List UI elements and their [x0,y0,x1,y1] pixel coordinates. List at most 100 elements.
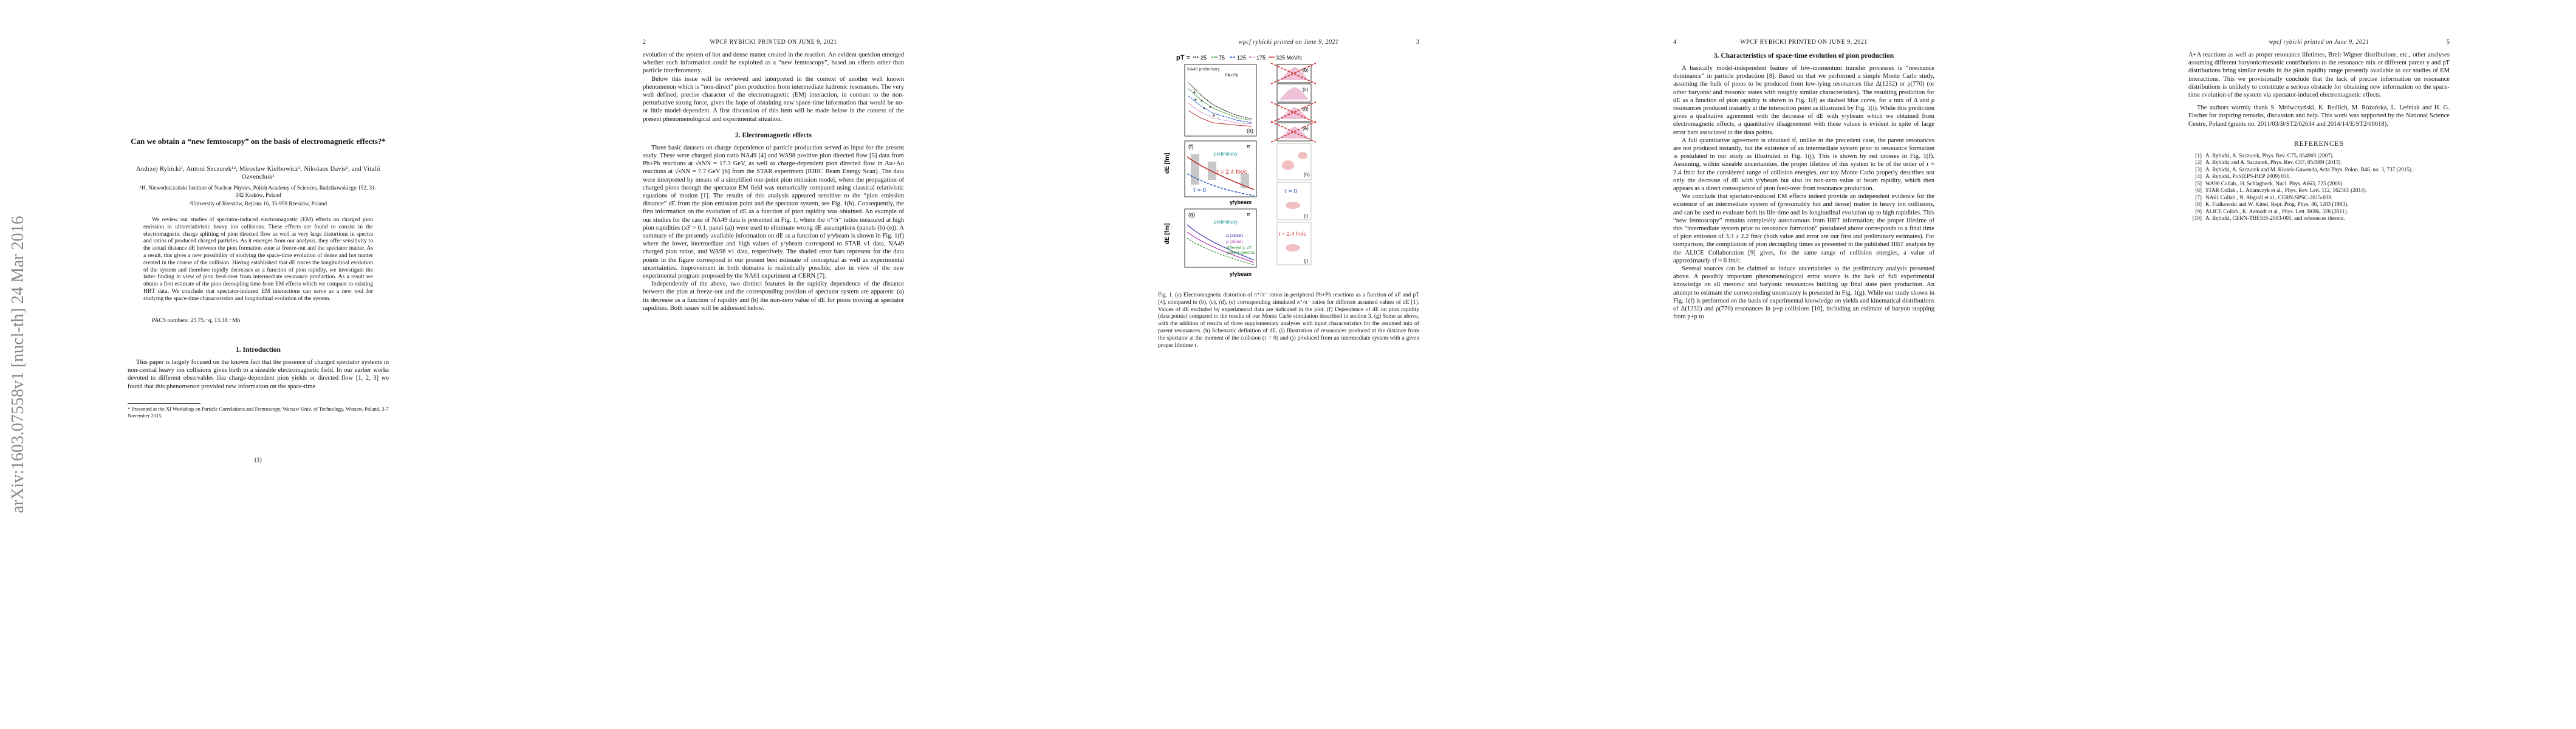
page-4: 4 WPCF RYBICKI PRINTED ON JUNE 9, 2021 3… [1546,0,2061,729]
acknowledgements: The authors warmly thank S. Mrówczyński,… [2188,104,2450,128]
pacs-numbers: PACS numbers: 25.75.−q, 13.38.−Mh [152,317,241,324]
panel-b-label: (b) [1303,67,1309,73]
figure-caption: Fig. 1. (a) Electromagnetic distortion o… [1158,292,1419,349]
introduction-section: 1. Introduction This paper is largely fo… [128,338,389,391]
pi-label-f: π [1247,143,1250,150]
pi-label-g: π [1247,211,1250,218]
paper-title: Can we obtain a “new femtoscopy” on the … [131,137,386,146]
reference-item: [3] A. Rybicki, A. Szczurek and M. Kłusek… [2195,166,2413,173]
reference-item: [8] K. Fiałkowski and W. Kittel, Rept. Pr… [2195,201,2349,208]
y-ybeam-axis-g: y/ybeam [1230,271,1252,277]
reference-item: [10] A. Rybicki, CERN-THESIS-2003-005, an… [2192,215,2345,222]
paragraph: A full quantitative agreement is obtaine… [1673,137,1934,193]
paragraph: A+A reactions as well as proper resonanc… [2188,52,2450,99]
reference-item: [1] A. Rybicki, A. Szczurek, Phys. Rev. C… [2195,152,2334,159]
tau-0-label-i: τ = 0 [1284,188,1297,195]
reference-item: [2] A. Rybicki and A. Szczurek, Phys. Rev… [2195,159,2342,166]
author-list: Andrzej Rybicki¹, Antoni Szczurek¹², Mir… [136,166,380,180]
body-text: evolution of the system of hot and dense… [643,51,904,312]
abstract: We review our studies of spectator-induc… [143,216,373,303]
na49-label: NA49 preliminary [1187,67,1220,72]
panel-h-label: (h) [1304,172,1310,177]
affiliation-2: ²University of Rzeszów, Rejtana 16, 35-9… [189,200,327,207]
header-title: wpcf rybicki printed on June 9, 2021 [1238,39,1339,46]
caption-text: Fig. 1. (a) Electromagnetic distortion o… [1158,292,1419,349]
legend-parent-spectra: parent spectra [1227,251,1255,255]
section-heading-introduction: 1. Introduction [236,346,281,354]
panel-e-label: (e) [1303,126,1309,131]
tau-0-label-f: τ = 0 [1193,187,1206,194]
reference-list: [1] A. Rybicki, A. Szczurek, Phys. Rev. C… [2188,152,2450,222]
legend-rho-alone: ρ (alone) [1226,240,1243,244]
body-text: 3. Characteristics of space-time evoluti… [1673,44,1934,321]
page-1: arXiv:1603.07558v1 [nucl-th] 24 Mar 2016… [0,0,515,729]
header-title: wpcf rybicki printed on June 9, 2021 [2269,39,2369,46]
panel-a-label: (a) [1247,128,1253,134]
panel-d-label: (d) [1303,106,1309,112]
header-title: WPCF RYBICKI PRINTED ON JUNE 9, 2021 [710,39,837,46]
paragraph: This paper is largely focused on the kno… [128,359,389,390]
pbpb-label: Pb+Pb [1225,74,1238,78]
panel-g: dE [fm] (g) π preliminary Δ (alone) ρ (a… [1164,208,1257,277]
panels-h-to-j: (h) τ = 0 (i) τ = 2.4 fm/c (j) [1276,143,1312,265]
panel-f: dE [fm] (f) π preliminary τ = 2.4 fm/c τ… [1164,140,1257,205]
preliminary-label-g: preliminary [1214,219,1238,225]
page-2: 2 WPCF RYBICKI PRINTED ON JUNE 9, 2021 e… [515,0,1030,729]
pt-legend-175: 175 [1256,55,1266,61]
pt-legend-325: 325 MeV/c [1276,55,1303,61]
figure-1: pT = 25 75 125 175 325 MeV/c NA49 prelim… [1164,54,1317,277]
panel-g-label: (g) [1188,211,1195,217]
preliminary-label-f: preliminary [1214,151,1238,157]
footnote: * Presented at the XI Workshop on Partic… [128,403,389,419]
header-page-number: 5 [2447,39,2450,46]
header-page-number: 4 [1673,39,1676,46]
pt-legend-25: 25 [1201,55,1207,61]
tau-2.4-label-f: τ = 2.4 fm/c [1216,169,1247,176]
pt-legend-125: 125 [1237,55,1246,61]
running-header: wpcf rybicki printed on June 9, 2021 5 [2188,39,2450,47]
section-heading-em-effects: 2. Electromagnetic effects [735,131,812,139]
abstract-text: We review our studies of spectator-induc… [143,216,373,302]
dE-axis-label-g: dE [fm] [1164,224,1171,244]
affiliation-1: ¹H. Niewodniczański Institute of Nuclear… [140,185,377,198]
section-heading-space-time: 3. Characteristics of space-time evoluti… [1713,52,1894,60]
references-heading: REFERENCES [2293,140,2345,148]
tau-2.4-label-j: τ = 2.4 fm/c [1278,231,1306,237]
reference-item: [7] NA61 Collab., N. Abgrall et al., CERN… [2195,194,2333,200]
header-page-number: 2 [643,39,646,46]
paragraph: We conclude that spectator-induced EM ef… [1673,193,1934,264]
running-header: 4 WPCF RYBICKI PRINTED ON JUNE 9, 2021 [1673,39,1934,47]
paragraph: A basically model-independent feature of… [1673,65,1934,136]
panels-b-to-e: (b) (c) (d) (e) [1270,63,1317,143]
paragraph: Three basic datasets on charge dependenc… [643,144,904,280]
legend-delta-alone: Δ (alone) [1226,234,1243,238]
panel-i-label: (i) [1304,213,1308,219]
reference-item: [4] A. Rybicki, PoS(EPS-HEP 2009) 031. [2195,173,2291,180]
paragraph: Independently of the above, two distinct… [643,281,904,312]
page-3: wpcf rybicki printed on June 9, 2021 3 p… [1030,0,1546,729]
reference-item: [9] ALICE Collab., K. Aamodt et al., Phys… [2195,208,2348,214]
paragraph: Below this issue will be reviewed and in… [643,75,904,123]
paragraph: Several sources can be claimed to induce… [1673,265,1934,321]
page-5: wpcf rybicki printed on June 9, 2021 5 A… [2061,0,2576,729]
affiliations: ¹H. Niewodniczański Institute of Nuclear… [137,184,380,207]
header-page-number: 3 [1416,39,1419,46]
legend-different-y-pt: different y, pT [1226,246,1252,250]
dE-axis-label-f: dE [fm] [1164,153,1171,174]
pt-legend-75: 75 [1219,55,1225,61]
reference-item: [5] WA98 Collab., H. Schlagheck, Nucl. Ph… [2195,180,2344,187]
pt-legend-label: pT = [1176,54,1190,61]
running-header: 2 WPCF RYBICKI PRINTED ON JUNE 9, 2021 [643,39,904,47]
panel-f-label: (f) [1188,143,1194,149]
header-title: WPCF RYBICKI PRINTED ON JUNE 9, 2021 [1740,39,1868,46]
body-text: A+A reactions as well as proper resonanc… [2188,51,2450,222]
running-header: wpcf rybicki printed on June 9, 2021 3 [1158,39,1419,47]
reference-item: [6] STAR Collab., L. Adamczyk et al., Phy… [2195,187,2368,194]
y-ybeam-axis-f: y/ybeam [1230,199,1252,205]
arxiv-stamp: arXiv:1603.07558v1 [nucl-th] 24 Mar 2016 [9,216,27,513]
panel-a: NA49 preliminary Pb+Pb (a) [1184,64,1257,137]
paragraph: evolution of the system of hot and dense… [643,52,904,75]
panel-j-label: (j) [1304,258,1308,264]
page-number: (1) [255,457,262,464]
panel-c-label: (c) [1303,87,1309,92]
